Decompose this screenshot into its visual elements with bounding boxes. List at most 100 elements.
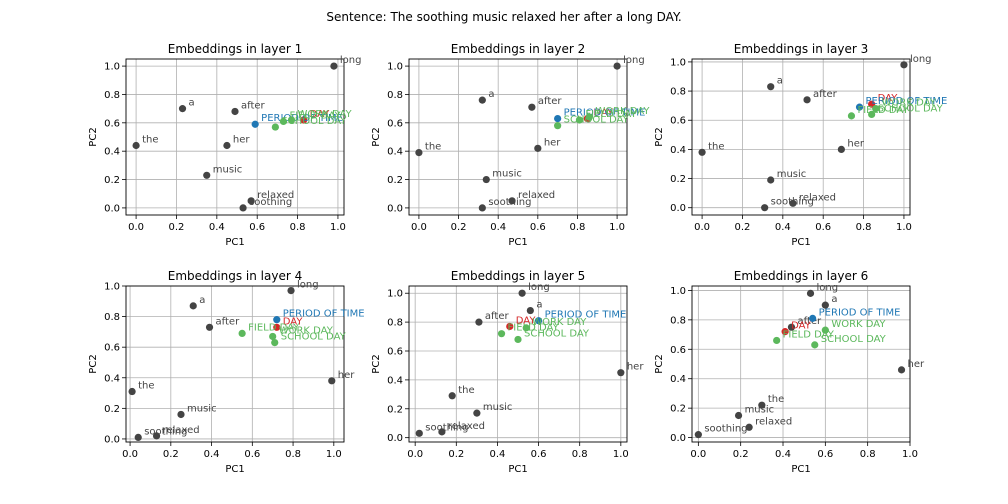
point-the xyxy=(132,141,140,150)
point-field-day xyxy=(773,336,781,345)
point-label: PERIOD OF TIME xyxy=(866,96,948,107)
point-field-day xyxy=(575,116,584,124)
point-music xyxy=(473,409,481,417)
point-label: FIELD DAY xyxy=(585,109,637,120)
point-label: a xyxy=(199,295,205,306)
point-label: her xyxy=(233,135,250,146)
point-a xyxy=(478,96,486,104)
y-tick-label: 0.0 xyxy=(387,203,403,214)
point-school-day xyxy=(271,338,279,347)
point-label: music xyxy=(213,164,243,175)
x-tick-label: 0.4 xyxy=(775,449,791,460)
point-label: soothing xyxy=(144,426,187,437)
x-tick-label: 0.8 xyxy=(570,222,586,233)
y-tick-label: 1.0 xyxy=(104,282,120,293)
y-tick-label: 0.6 xyxy=(387,347,403,358)
y-tick-label: 0.4 xyxy=(387,147,403,158)
point-label: long xyxy=(340,55,362,66)
point-label: SCHOOL DAY xyxy=(281,332,347,343)
point-soothing xyxy=(478,204,486,212)
point-label: PERIOD OF TIME xyxy=(545,310,627,321)
point-label: SCHOOL DAY xyxy=(281,116,347,127)
point-label: after xyxy=(538,96,563,107)
point-label: music xyxy=(745,405,775,416)
point-relaxed xyxy=(789,199,797,207)
y-tick-label: 0.6 xyxy=(670,116,686,127)
y-tick-label: 0.8 xyxy=(104,90,120,101)
x-tick-label: 0.0 xyxy=(122,449,138,460)
x-tick-label: 0.2 xyxy=(169,222,185,233)
point-label: a xyxy=(831,294,837,305)
subplot-title: Embeddings in layer 6 xyxy=(734,269,868,283)
y-axis-label: PC2 xyxy=(654,127,665,146)
x-tick-label: 0.0 xyxy=(690,449,706,460)
point-label: after xyxy=(485,311,510,322)
point-the xyxy=(128,387,136,396)
point-label: a xyxy=(488,89,494,100)
point-long xyxy=(287,286,295,295)
point-label: relaxed xyxy=(163,425,200,436)
y-tick-label: 0.0 xyxy=(104,434,120,445)
point-label: SCHOOL DAY xyxy=(524,328,590,339)
x-tick-label: 0.8 xyxy=(856,222,872,233)
point-long xyxy=(330,62,338,70)
point-the xyxy=(415,149,423,157)
point-her xyxy=(223,141,231,150)
subplot-layer-6: 0.0 0.2 0.4 0.6 0.8 1.0 0.0 0.2 0.4 0.6 0.8 1.0 Embe… xyxy=(654,269,925,475)
point-day xyxy=(273,323,281,331)
axes-frame xyxy=(125,285,345,443)
x-tick-label: 0.0 xyxy=(407,449,423,460)
point-period-of-time xyxy=(534,317,543,325)
point-label: a xyxy=(189,98,195,109)
point-work-day xyxy=(821,326,829,334)
point-after xyxy=(803,96,811,104)
point-day xyxy=(781,328,789,336)
point-label: DAY xyxy=(593,108,614,119)
point-label: soothing xyxy=(425,422,468,433)
x-tick-label: 0.4 xyxy=(490,222,506,233)
x-tick-label: 1.0 xyxy=(902,449,918,460)
x-tick-label: 0.4 xyxy=(775,222,791,233)
point-label: her xyxy=(908,359,925,370)
point-label: her xyxy=(544,137,561,148)
point-label: PERIOD OF TIME xyxy=(819,307,901,318)
point-label: relaxed xyxy=(448,421,485,432)
axes-frame xyxy=(125,58,345,216)
point-label: WORK DAY xyxy=(595,106,650,117)
x-tick-label: 0.2 xyxy=(448,449,464,460)
point-music xyxy=(482,175,490,184)
point-label: WORK DAY xyxy=(882,98,937,109)
x-tick-label: 0.8 xyxy=(572,449,588,460)
point-label: DAY xyxy=(878,93,899,104)
x-tick-label: 1.0 xyxy=(613,449,629,460)
point-label: after xyxy=(241,100,266,111)
point-a xyxy=(526,306,534,315)
x-tick-label: 0.2 xyxy=(735,222,751,233)
y-tick-label: 0.2 xyxy=(387,175,403,186)
point-music xyxy=(734,411,743,420)
y-axis-label: PC2 xyxy=(654,354,665,373)
point-school-day xyxy=(271,123,279,131)
subplot-title: Embeddings in layer 3 xyxy=(734,42,868,56)
x-tick-label: 0.2 xyxy=(733,449,749,460)
point-her xyxy=(897,366,906,374)
point-work-day xyxy=(269,332,277,341)
point-school-day xyxy=(811,341,819,349)
point-label: relaxed xyxy=(799,192,836,203)
x-tick-label: 1.0 xyxy=(609,222,625,233)
point-soothing xyxy=(694,431,702,439)
point-long xyxy=(806,289,815,297)
y-tick-label: 0.8 xyxy=(670,315,686,326)
y-tick-label: 1.0 xyxy=(387,62,403,73)
x-tick-label: 1.0 xyxy=(896,222,912,233)
y-tick-label: 1.0 xyxy=(670,57,686,68)
point-label: music xyxy=(187,403,217,414)
point-after xyxy=(787,323,796,331)
point-label: the xyxy=(142,135,158,146)
point-work-day xyxy=(585,113,593,121)
point-after xyxy=(231,107,239,116)
x-axis-label: PC1 xyxy=(508,237,527,248)
point-label: PERIOD OF TIME xyxy=(261,113,343,124)
x-tick-label: 0.6 xyxy=(817,449,833,460)
y-tick-label: 0.6 xyxy=(387,118,403,129)
